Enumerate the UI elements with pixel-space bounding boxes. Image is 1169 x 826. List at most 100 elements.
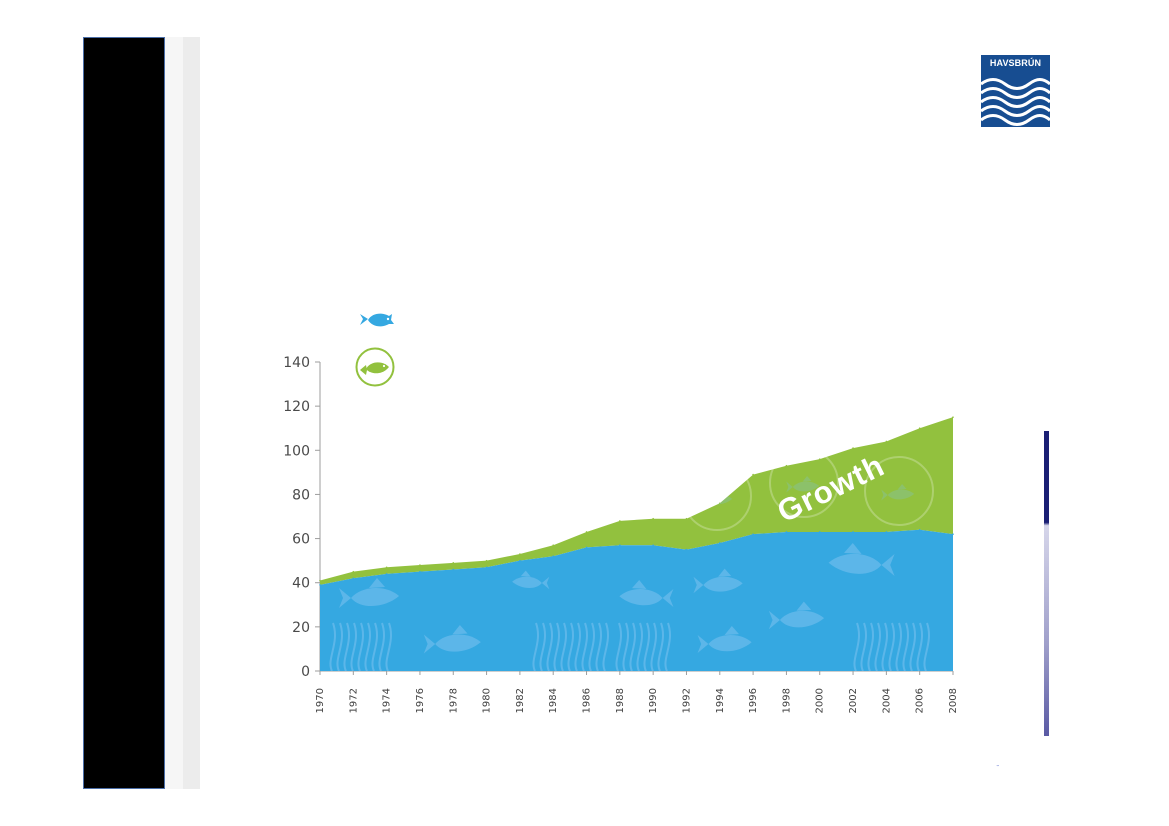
seaweed-center: [615, 622, 671, 671]
seaweed-left-blade-4: [357, 622, 364, 671]
wild-point-1994: [718, 542, 721, 544]
seaweed-center-blade-0: [615, 622, 622, 671]
farmed-fish-3: [881, 484, 915, 501]
seaweed-right-blade-4: [881, 622, 888, 671]
fish-decoration-7-fin: [796, 601, 812, 611]
farmed-point-1984: [552, 544, 555, 546]
x-tick-label-1970: 1970: [315, 688, 326, 713]
seaweed-center-left: [532, 622, 609, 671]
seaweed-left-blade-2: [343, 622, 350, 671]
seaweed-center-blade-2: [629, 622, 636, 671]
fish-decoration-3-tail: [541, 576, 550, 590]
wild-point-1970: [319, 584, 321, 586]
fish-decoration-7-body: [779, 610, 825, 628]
fish-decoration-8-tail: [881, 554, 895, 576]
wild-point-1984: [552, 555, 555, 558]
seaweed-center-blade-3: [636, 622, 643, 671]
logo-text: HAVSBRÚN: [989, 58, 1042, 68]
seaweed-right-blade-0: [853, 622, 860, 671]
farmed-point-1978: [452, 562, 455, 564]
y-tick-label-100: 100: [283, 443, 310, 459]
x-tick-label-1994: 1994: [715, 688, 726, 713]
seaweed-left-blade-3: [350, 622, 357, 671]
x-tick-label-2004: 2004: [881, 688, 892, 713]
farmed-point-2004: [885, 440, 888, 443]
fish-decoration-1: [339, 578, 399, 608]
x-tick-label-1996: 1996: [748, 688, 759, 713]
wild-point-1980: [485, 566, 488, 569]
seaweed-center-blade-4: [643, 622, 650, 671]
seaweed-center-left-blade-6: [574, 622, 581, 671]
fish-decoration-3: [512, 570, 550, 590]
fish-decoration-4-tail: [662, 589, 674, 607]
farmed-point-1982: [519, 553, 521, 555]
farmed-fish-1-fin: [715, 489, 725, 495]
x-tick-label-2008: 2008: [948, 688, 959, 713]
green-farmed-fish-icon: [355, 347, 395, 387]
wild-point-2004: [885, 531, 888, 533]
seaweed-center-left-blade-8: [588, 622, 595, 671]
fish-decoration-4-body: [619, 588, 663, 606]
wild-point-1982: [519, 559, 521, 562]
seaweed-center-left-blade-1: [539, 622, 546, 671]
wild-point-1976: [419, 570, 421, 573]
farmed-point-1970: [319, 579, 321, 582]
wild-point-1990: [652, 544, 654, 546]
wild-point-2002: [852, 531, 854, 533]
x-tick-label-1972: 1972: [348, 688, 359, 713]
x-tick-label-1980: 1980: [482, 688, 493, 713]
x-tick-label-2000: 2000: [815, 688, 826, 713]
farmed-point-1992: [685, 517, 688, 520]
farmed-fish-3-tail: [881, 489, 888, 501]
x-tick-label-2006: 2006: [915, 688, 926, 713]
x-tick-label-2002: 2002: [848, 688, 859, 713]
left-side-strip-shadow: [183, 37, 200, 789]
farmed-point-2000: [818, 458, 821, 460]
farmed-point-1988: [619, 520, 621, 522]
seaweed-right-blade-9: [916, 622, 923, 671]
x-tick-label-1982: 1982: [515, 688, 526, 713]
wild-point-1992: [685, 548, 688, 551]
farmed-fish-2-tail: [786, 481, 793, 493]
seaweed-right-blade-8: [909, 622, 916, 671]
farmed-point-1996: [752, 473, 754, 476]
x-tick-label-1978: 1978: [448, 688, 459, 713]
seaweed-left-blade-1: [336, 622, 343, 671]
fish-decoration-6: [697, 626, 752, 653]
seaweed-right-blade-7: [902, 622, 909, 671]
x-tick-label-1986: 1986: [582, 688, 593, 713]
fish-decoration-6-body: [708, 634, 752, 652]
fish-decoration-8-fin: [844, 543, 862, 554]
fish-decoration-4-fin: [632, 580, 647, 589]
wild-point-1972: [352, 577, 355, 580]
seaweed-center-left-blade-9: [595, 622, 602, 671]
fish-decoration-1-tail: [339, 588, 351, 608]
seaweed-right-blade-5: [888, 622, 895, 671]
logo-waves-icon: [981, 78, 1050, 126]
x-tick-label-1984: 1984: [548, 688, 559, 713]
wild-point-1988: [619, 544, 621, 546]
x-tick-label-1998: 1998: [781, 688, 792, 713]
fish-decoration-1-body: [351, 587, 399, 607]
seaweed-right-blade-3: [874, 622, 881, 671]
seaweed-right-blade-1: [860, 622, 867, 671]
seaweed-center-left-blade-2: [546, 622, 553, 671]
y-tick-label-60: 60: [292, 532, 310, 548]
seaweed-center-blade-5: [650, 622, 657, 671]
wild-point-1978: [452, 568, 455, 571]
seaweed-left: [329, 622, 392, 671]
farmed-fish-3-body: [887, 489, 915, 500]
fish-decoration-2-tail: [423, 634, 436, 654]
seaweed-left-blade-6: [371, 622, 378, 671]
seaweed-center-left-blade-5: [567, 622, 574, 671]
farmed-point-1990: [652, 517, 654, 520]
y-tick-label-0: 0: [301, 664, 310, 680]
fish-decoration-3-body: [512, 576, 542, 588]
farmed-fish-2-fin: [802, 476, 812, 482]
farmed-series-area: [320, 417, 953, 585]
farmed-circle-3: [864, 456, 934, 526]
farmed-point-1976: [419, 564, 421, 566]
seaweed-right-blade-6: [895, 622, 902, 671]
wild-point-2006: [918, 528, 921, 531]
